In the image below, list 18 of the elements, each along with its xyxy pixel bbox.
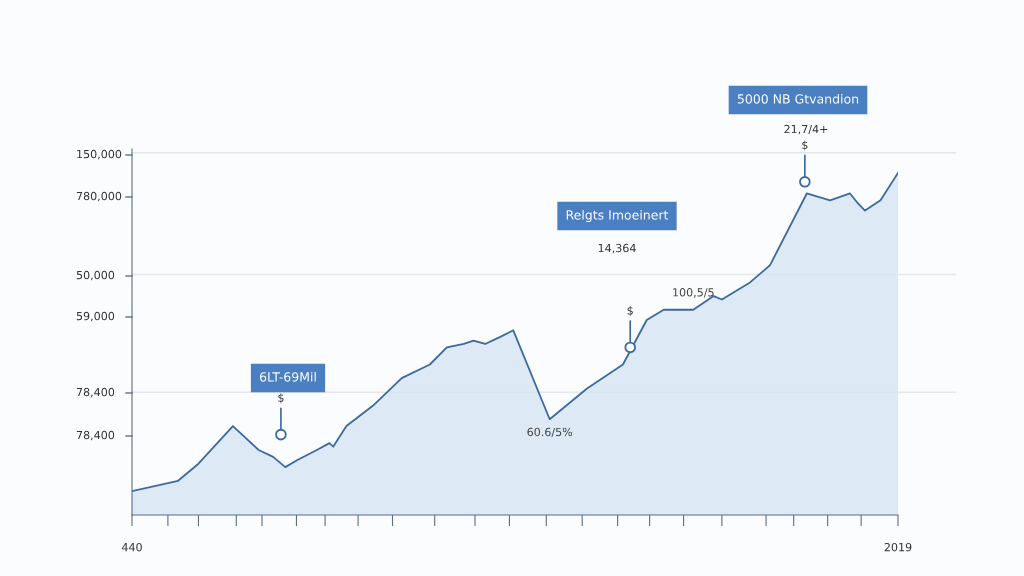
annotation: Relgts Imoeinert — [566, 209, 669, 223]
annotation: 100,5/5 — [673, 288, 714, 298]
text: 150,000 — [77, 149, 122, 160]
annotation: 6LT-69Mil — [259, 371, 316, 382]
annotation: $ — [627, 306, 633, 317]
text: 59,000 — [76, 311, 115, 322]
annotation: $ — [278, 393, 284, 404]
text: 78,400 — [76, 430, 115, 441]
text: 780,000 — [76, 191, 122, 202]
x-tick-label: 440 — [121, 542, 142, 552]
text: 21,7/4+ — [784, 124, 828, 135]
text: 50,000 — [76, 270, 115, 281]
x-tick-label: 2019 — [884, 542, 912, 552]
annotation: 60.6/5% — [527, 427, 573, 438]
annotation: 14,364 — [598, 243, 636, 254]
text: 5000 NB Gtvandion — [737, 93, 859, 104]
annotation: $ — [802, 140, 808, 151]
text: 78,400 — [76, 387, 115, 398]
